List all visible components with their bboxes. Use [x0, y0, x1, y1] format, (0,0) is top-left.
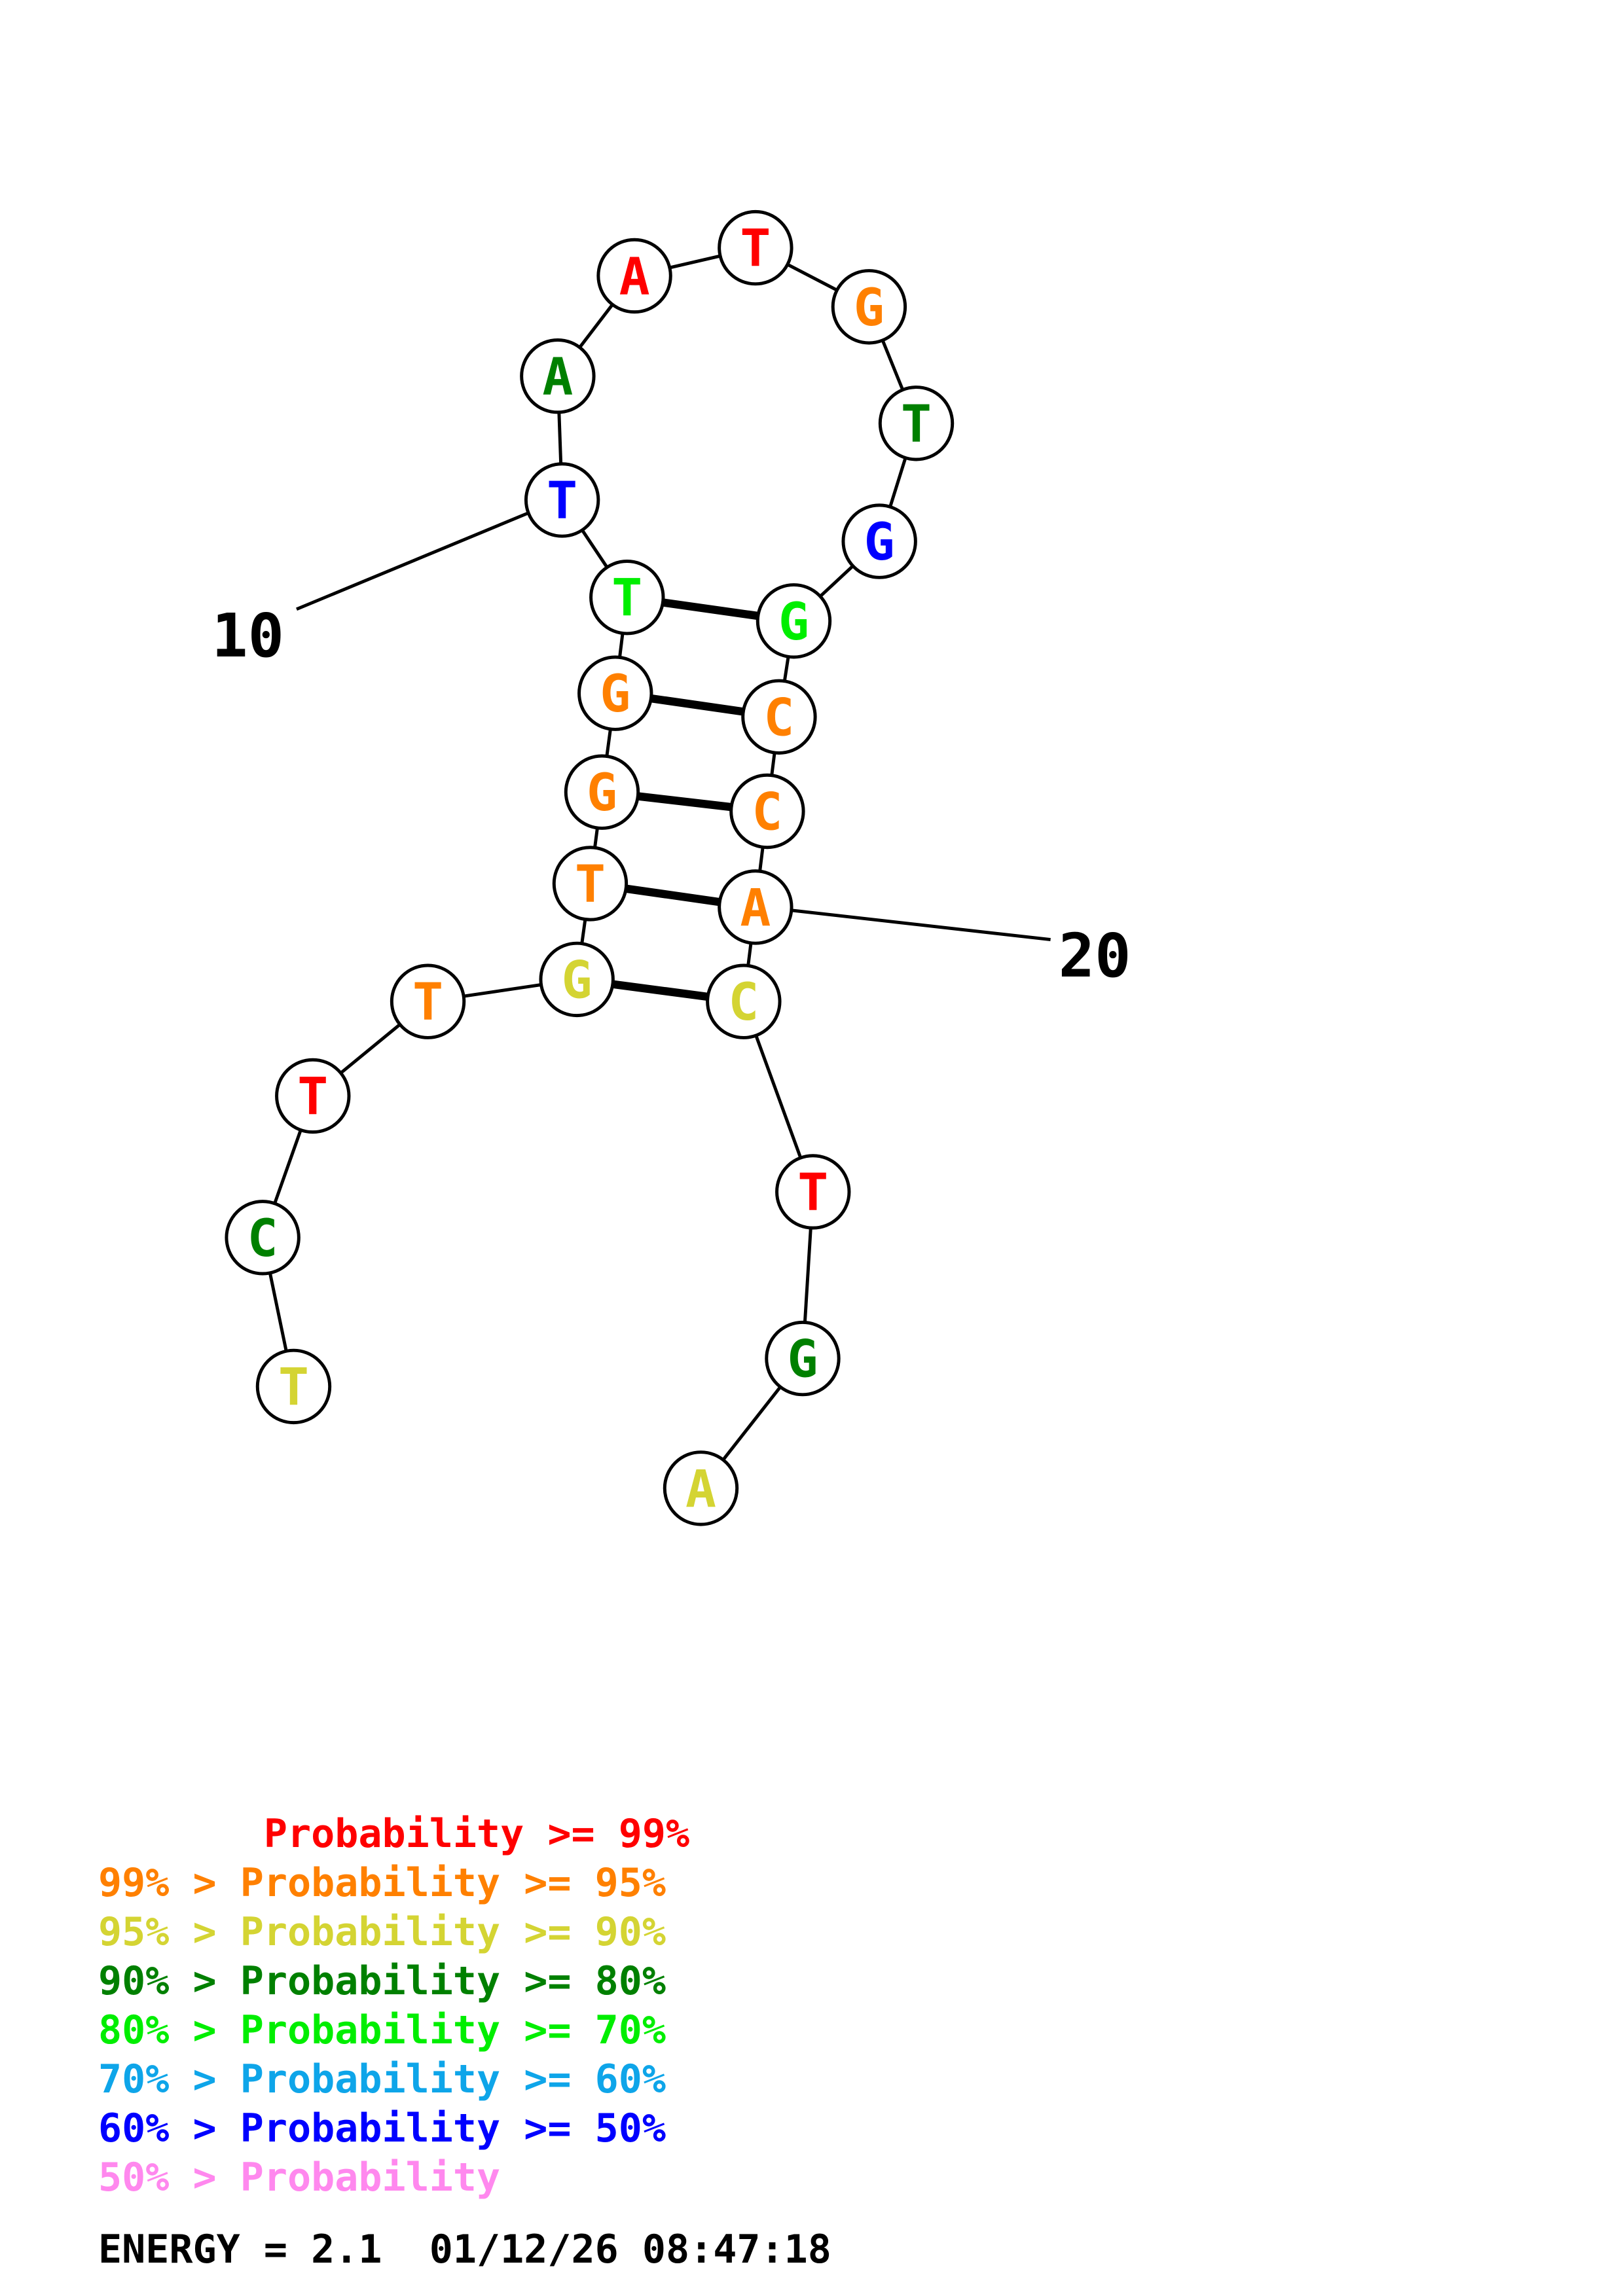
nucleotide-node: C [729, 773, 805, 850]
nucleotide-letter: G [787, 1331, 818, 1390]
position-number-label: 10 [211, 601, 284, 671]
nucleotide-circle [841, 503, 917, 579]
nucleotide-letter: A [542, 348, 573, 407]
nucleotide-circle [589, 560, 665, 636]
nucleotide-circle [520, 338, 596, 414]
nucleotide-circle [775, 1154, 851, 1230]
nucleotide-node: T [589, 560, 665, 636]
nucleotide-circle [225, 1200, 301, 1276]
nucleotide-node: G [539, 941, 615, 1018]
nucleotide-circle [831, 269, 907, 345]
nucleotide-letter: A [685, 1460, 716, 1519]
nucleotide-node: T [255, 1348, 332, 1425]
nucleotide-letter: T [547, 472, 577, 531]
nucleotide-letter: T [740, 220, 771, 279]
nucleotide-node: G [564, 754, 640, 830]
legend-entry: 80% > Probability >= 70% [98, 2007, 666, 2053]
legend-entry: Probability >= 99% [98, 1811, 690, 1857]
nucleotide-node: A [663, 1450, 739, 1526]
nucleotide-letter: T [797, 1164, 828, 1223]
numbering-leader-line [789, 908, 1051, 942]
nucleotide-letter: T [297, 1067, 328, 1126]
nucleotide-letter: C [247, 1210, 278, 1268]
nucleotide-letter: A [740, 879, 771, 938]
nucleotide-node: A [596, 238, 672, 314]
nucleotide-letter: C [728, 973, 759, 1032]
nucleotide-node: T [524, 462, 600, 538]
nucleotide-letter: G [778, 593, 809, 652]
nucleotide-node: T [275, 1058, 351, 1134]
nucleotide-letter: C [763, 689, 794, 747]
nucleotide-circle [390, 963, 466, 1039]
nucleotide-node: T [775, 1154, 851, 1230]
nucleotide-node: G [577, 655, 653, 731]
nucleotide-letter: T [278, 1358, 309, 1417]
nucleotide-circle [539, 941, 615, 1018]
nucleotide-node: T [552, 846, 629, 922]
nucleotide-node: G [841, 503, 917, 579]
nucleotide-node: A [718, 869, 793, 945]
nucleotide-node: T [878, 386, 955, 461]
legend-entry: 70% > Probability >= 60% [98, 2056, 666, 2102]
nucleotide-circle [729, 773, 805, 850]
nucleotide-node: G [756, 583, 832, 659]
nucleotide-letter: G [864, 513, 895, 572]
nucleotide-letter: G [587, 764, 617, 823]
nucleotide-node: C [225, 1200, 301, 1276]
nucleotide-letter: G [562, 951, 593, 1010]
energy-line: ENERGY = 2.1 01/12/26 08:47:18 [98, 2227, 831, 2272]
nucleotide-node: G [765, 1320, 841, 1397]
nucleotide-circle [718, 209, 793, 286]
nucleotide-circle [255, 1348, 332, 1425]
nucleotide-circle [741, 679, 817, 755]
nucleotide-node: C [706, 963, 782, 1039]
nucleotide-letter: A [619, 247, 650, 306]
legend-entry: 95% > Probability >= 90% [98, 1909, 666, 1955]
nucleotide-letter: C [752, 783, 782, 842]
nucleotide-circle [706, 963, 782, 1039]
legend-entry: 60% > Probability >= 50% [98, 2106, 666, 2151]
nucleotide-circle [577, 655, 653, 731]
nucleotide-circle [765, 1320, 841, 1397]
nucleotide-letter: T [575, 855, 606, 914]
nucleotide-circle [756, 583, 832, 659]
nucleotide-node: G [831, 269, 907, 345]
nucleotide-circle [596, 238, 672, 314]
numbering-line-layer [296, 510, 1051, 942]
nucleotide-letter: G [600, 665, 630, 724]
legend-entry: 99% > Probability >= 95% [98, 1860, 666, 1906]
numbering-label-layer: 10 20 [211, 601, 1131, 991]
position-number-label: 20 [1059, 921, 1131, 991]
nucleotide-circle [552, 846, 629, 922]
nucleotide-circle [275, 1058, 351, 1134]
nucleotide-circle [564, 754, 640, 830]
nucleotide-circle [524, 462, 600, 538]
legend-entry: 50% > Probability [98, 2155, 501, 2200]
nucleotide-letter: G [854, 279, 884, 338]
nucleotide-circle [663, 1450, 739, 1526]
nucleotide-node: A [520, 338, 596, 414]
nucleotide-letter: T [901, 395, 932, 454]
legend-entry: 90% > Probability >= 80% [98, 1958, 666, 2004]
nucleotide-circle [878, 386, 955, 461]
probability-legend: Probability >= 99% 99% > Probability >= 9… [98, 1810, 689, 2202]
nucleotide-node: T [390, 963, 466, 1039]
nucleotide-letter: T [611, 569, 642, 628]
nucleotide-node: C [741, 679, 817, 755]
numbering-leader-line [296, 510, 532, 611]
nucleotide-circle [718, 869, 793, 945]
nucleotide-node: T [718, 209, 793, 286]
nucleotide-letter: T [412, 973, 443, 1032]
